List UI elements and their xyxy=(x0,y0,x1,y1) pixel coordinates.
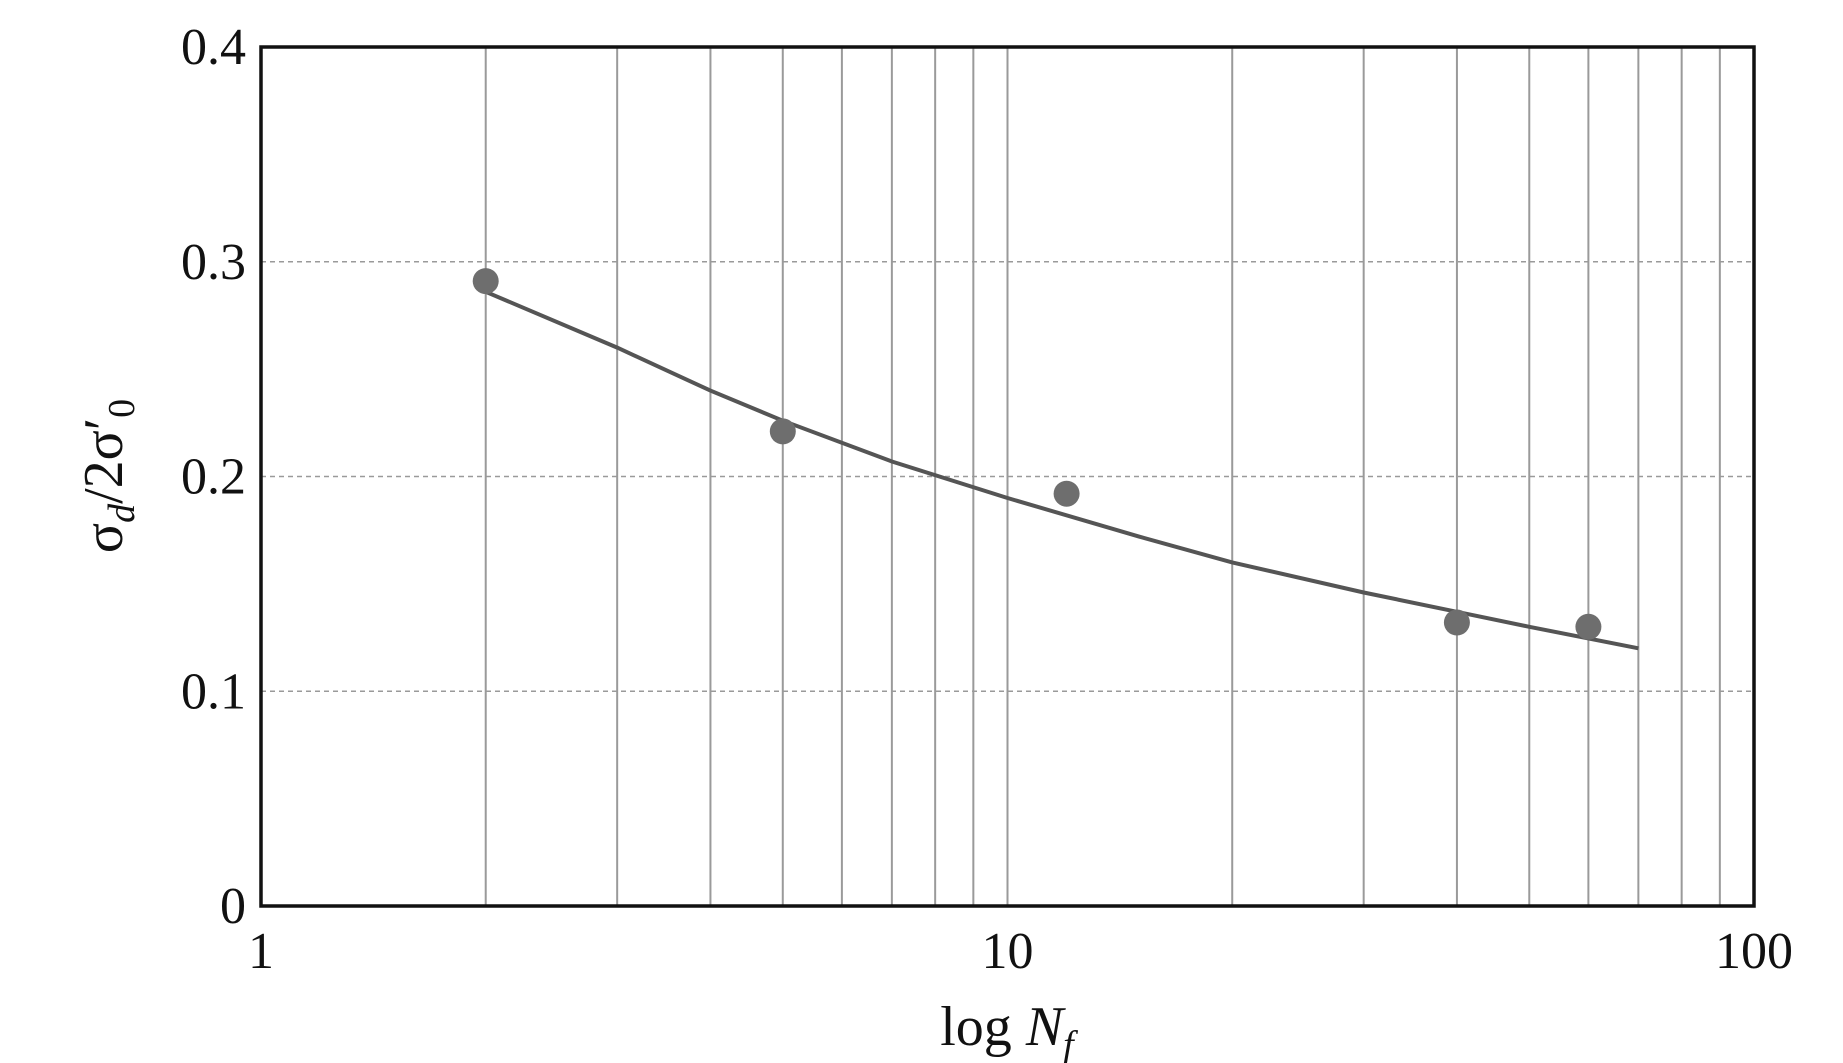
plot-series xyxy=(472,268,1639,651)
grid-lines xyxy=(261,47,1754,906)
tick-labels: 1 10 100 0 0.1 0.2 0.3 0.4 xyxy=(181,19,1793,980)
x-axis-label: log Nf xyxy=(940,996,1078,1063)
y-tick-label: 0.3 xyxy=(181,234,246,291)
plot-frame xyxy=(259,45,1756,908)
y-tick-label: 0.4 xyxy=(181,19,246,76)
y-tick-label: 0.1 xyxy=(181,663,246,720)
data-point xyxy=(1443,609,1470,636)
y-tick-label: 0.2 xyxy=(181,449,246,506)
fit-curve xyxy=(484,289,1639,651)
x-tick-label: 1 xyxy=(248,923,274,980)
y-axis-label: σd/2σ′0 xyxy=(73,399,143,553)
data-point xyxy=(769,418,796,445)
data-point xyxy=(1575,613,1602,640)
x-tick-label: 100 xyxy=(1715,923,1793,980)
data-point xyxy=(1053,480,1080,507)
data-point xyxy=(472,268,499,295)
x-tick-label: 10 xyxy=(982,923,1034,980)
y-tick-label: 0 xyxy=(220,878,246,935)
